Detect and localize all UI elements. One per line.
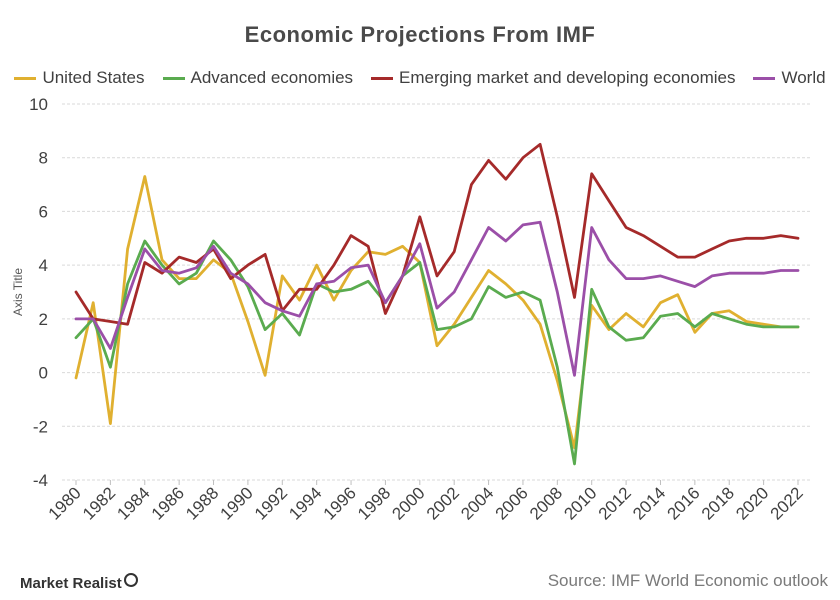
legend-label: Emerging market and developing economies [399,68,736,87]
x-tick-label: 1998 [354,483,394,523]
y-tick-label: 0 [39,364,48,383]
y-tick-label: 6 [39,202,48,221]
y-tick-label: -2 [33,417,48,436]
series-line-emerging-market-and-developing-economies [74,142,800,326]
legend-item: Emerging market and developing economies [371,68,735,88]
y-tick-label: 4 [39,256,48,275]
x-tick-label: 2014 [629,483,669,523]
x-tick-label: 2012 [595,483,635,523]
legend-label: Advanced economies [190,68,354,87]
x-tick-label: 1986 [148,483,188,523]
x-tick-label: 2004 [457,483,497,523]
legend-swatch [162,76,185,80]
x-tick-label: 1984 [113,483,153,523]
legend-swatch [371,76,394,80]
y-tick-label: 2 [39,310,48,329]
legend-label: World [781,68,826,87]
x-tick-label: 2000 [388,483,428,523]
x-tick-label: 2010 [560,483,600,523]
y-tick-label: -4 [33,471,48,490]
x-tick-label: 2016 [664,483,704,523]
x-tick-label: 2002 [423,483,463,523]
logo-text: Market Realist [20,575,122,592]
chart-legend: United States Advanced economies Emerging … [0,68,840,88]
x-tick-label: 1980 [45,483,85,523]
series-line-world [74,220,800,377]
legend-item: Advanced economies [162,68,354,88]
x-tick-label: 1996 [320,483,360,523]
series-line-united-states [74,175,800,450]
y-tick-label: 10 [29,95,48,114]
y-tick-label: 8 [39,149,48,168]
legend-swatch [753,76,776,80]
source-note: Source: IMF World Economic outlook [547,571,828,590]
legend-item: World [753,68,826,88]
x-tick-label: 2008 [526,483,566,523]
x-tick-label: 1992 [251,483,291,523]
magnifier-icon [123,572,138,587]
x-tick-label: 2022 [767,483,807,523]
x-tick-label: 2006 [492,483,532,523]
x-tick-label: 1982 [79,483,119,523]
x-tick-label: 2020 [732,483,772,523]
x-tick-label: 1990 [217,483,257,523]
x-tick-label: 1988 [182,483,222,523]
market-realist-logo: Market Realist [20,572,138,592]
legend-label: United States [42,68,145,87]
series-line-advanced-economies [74,239,800,466]
chart-title: Economic Projections From IMF [244,22,596,47]
x-tick-label: 2018 [698,483,738,523]
legend-item: United States [14,68,145,88]
x-tick-label: 1994 [285,483,325,523]
y-axis-title: Axis Title [11,268,25,316]
legend-swatch [14,76,37,80]
